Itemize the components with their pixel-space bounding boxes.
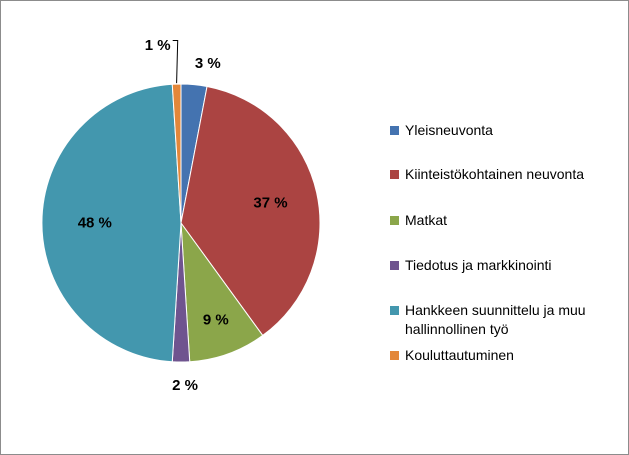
pie-slice-5 [41,83,182,363]
legend-label: Yleisneuvonta [405,122,493,138]
legend-item: Kouluttautuminen [390,346,615,365]
pie-slices [41,83,321,363]
data-labels: 3 % 37 % 9 % 2 % 48 % 1 % [78,37,288,394]
data-label-2: 37 % [253,195,287,212]
legend-item: Tiedotus ja markkinointi [390,256,615,275]
legend-swatch [390,216,399,225]
leader-lines [172,40,179,84]
legend-swatch [390,306,399,315]
leader-line [172,40,179,84]
legend-label: Kiinteistökohtainen neuvonta [405,166,585,182]
legend-label: Matkat [405,212,448,228]
data-label-6: 1 % [145,37,171,54]
legend-label: Tiedotus ja markkinointi [405,257,552,273]
legend-swatch [390,351,399,360]
pie-slice-6 [171,83,182,224]
data-label-4: 2 % [172,377,198,394]
pie-slice-2 [180,85,321,337]
legend-swatch [390,126,399,135]
legend-label: Hankkeen suunnittelu ja muu hallinnollin… [405,302,586,337]
pie-slice-3 [180,221,264,363]
legend-swatch [390,261,399,270]
legend-item: Hankkeen suunnittelu ja muu hallinnollin… [390,301,615,339]
data-label-1: 3 % [195,55,221,72]
legend-item: Yleisneuvonta [390,121,615,140]
data-label-5: 48 % [78,215,112,232]
data-label-3: 9 % [203,311,229,328]
legend-item: Kiinteistökohtainen neuvonta [390,165,615,184]
legend-swatch [390,170,399,179]
legend-label: Kouluttautuminen [405,347,514,363]
legend-item: Matkat [390,211,615,230]
